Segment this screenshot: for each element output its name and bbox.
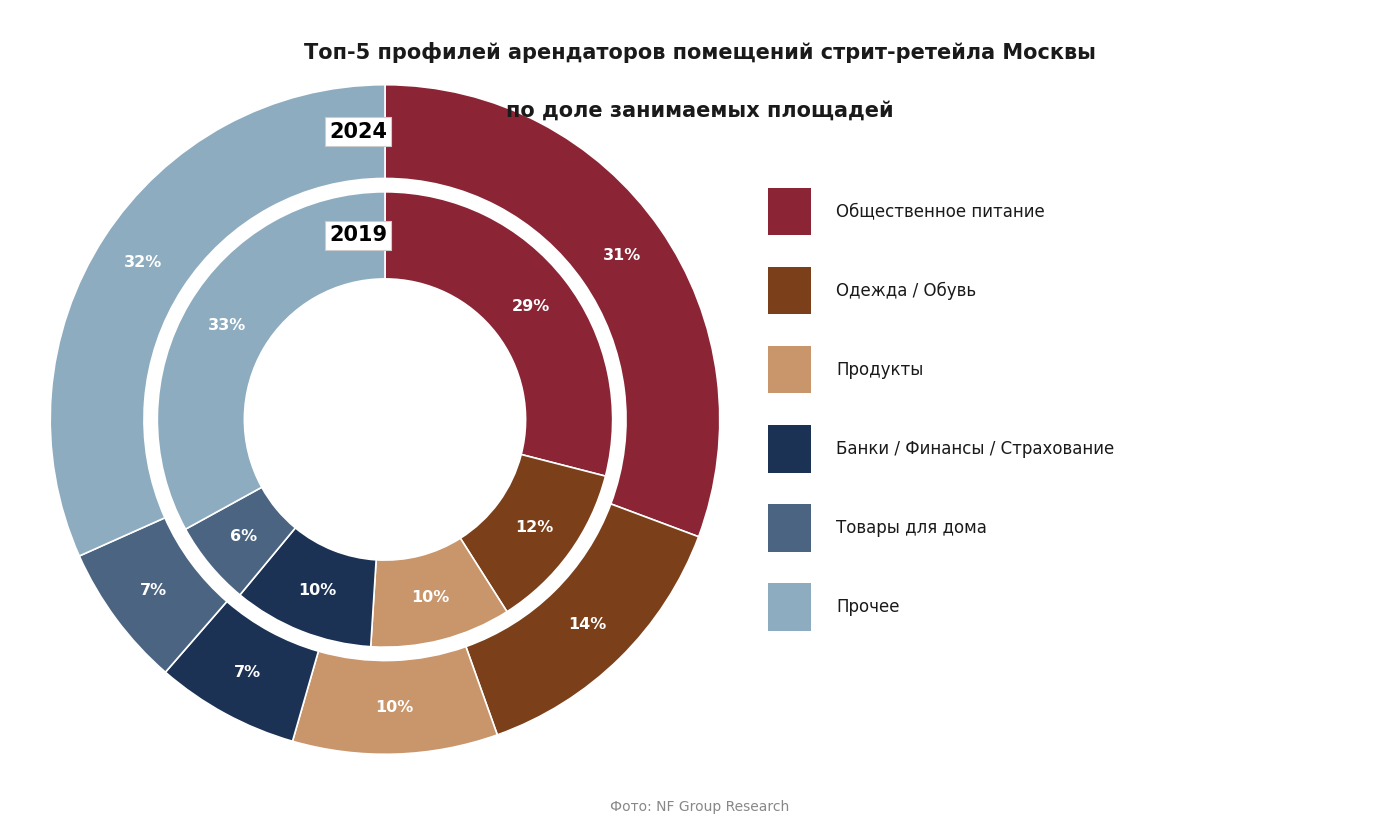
Text: 29%: 29% bbox=[511, 300, 550, 314]
FancyBboxPatch shape bbox=[769, 346, 812, 393]
Text: Банки / Финансы / Страхование: Банки / Финансы / Страхование bbox=[836, 440, 1114, 457]
Text: Одежда / Обувь: Одежда / Обувь bbox=[836, 281, 976, 300]
Wedge shape bbox=[461, 455, 606, 612]
Text: Общественное питание: Общественное питание bbox=[836, 202, 1044, 221]
Text: 10%: 10% bbox=[375, 700, 413, 715]
Wedge shape bbox=[165, 602, 318, 741]
Wedge shape bbox=[385, 85, 720, 537]
FancyBboxPatch shape bbox=[769, 425, 812, 472]
Text: по доле занимаемых площадей: по доле занимаемых площадей bbox=[507, 101, 893, 121]
Wedge shape bbox=[157, 192, 385, 529]
Wedge shape bbox=[293, 647, 497, 754]
Wedge shape bbox=[80, 518, 227, 672]
Wedge shape bbox=[385, 192, 613, 476]
FancyBboxPatch shape bbox=[769, 583, 812, 631]
Wedge shape bbox=[50, 85, 385, 556]
Wedge shape bbox=[186, 487, 295, 595]
Text: Прочее: Прочее bbox=[836, 598, 900, 616]
Text: 32%: 32% bbox=[125, 255, 162, 270]
FancyBboxPatch shape bbox=[769, 267, 812, 315]
Text: 33%: 33% bbox=[207, 318, 245, 333]
Text: 12%: 12% bbox=[515, 520, 553, 535]
Wedge shape bbox=[466, 504, 699, 735]
Text: 7%: 7% bbox=[140, 583, 167, 598]
Text: Товары для дома: Товары для дома bbox=[836, 519, 987, 537]
FancyBboxPatch shape bbox=[769, 188, 812, 235]
Text: 6%: 6% bbox=[230, 529, 256, 545]
Text: 2024: 2024 bbox=[329, 122, 388, 142]
Text: 31%: 31% bbox=[602, 248, 641, 263]
Text: Продукты: Продукты bbox=[836, 361, 924, 378]
Wedge shape bbox=[371, 539, 507, 647]
Text: Фото: NF Group Research: Фото: NF Group Research bbox=[610, 800, 790, 814]
Text: 10%: 10% bbox=[298, 583, 336, 598]
FancyBboxPatch shape bbox=[769, 504, 812, 551]
Text: 2019: 2019 bbox=[329, 226, 388, 245]
Text: Топ-5 профилей арендаторов помещений стрит-ретейла Москвы: Топ-5 профилей арендаторов помещений стр… bbox=[304, 42, 1096, 63]
Text: 14%: 14% bbox=[568, 618, 606, 632]
Text: 10%: 10% bbox=[412, 591, 449, 606]
Text: 7%: 7% bbox=[234, 665, 262, 680]
Wedge shape bbox=[239, 528, 377, 647]
